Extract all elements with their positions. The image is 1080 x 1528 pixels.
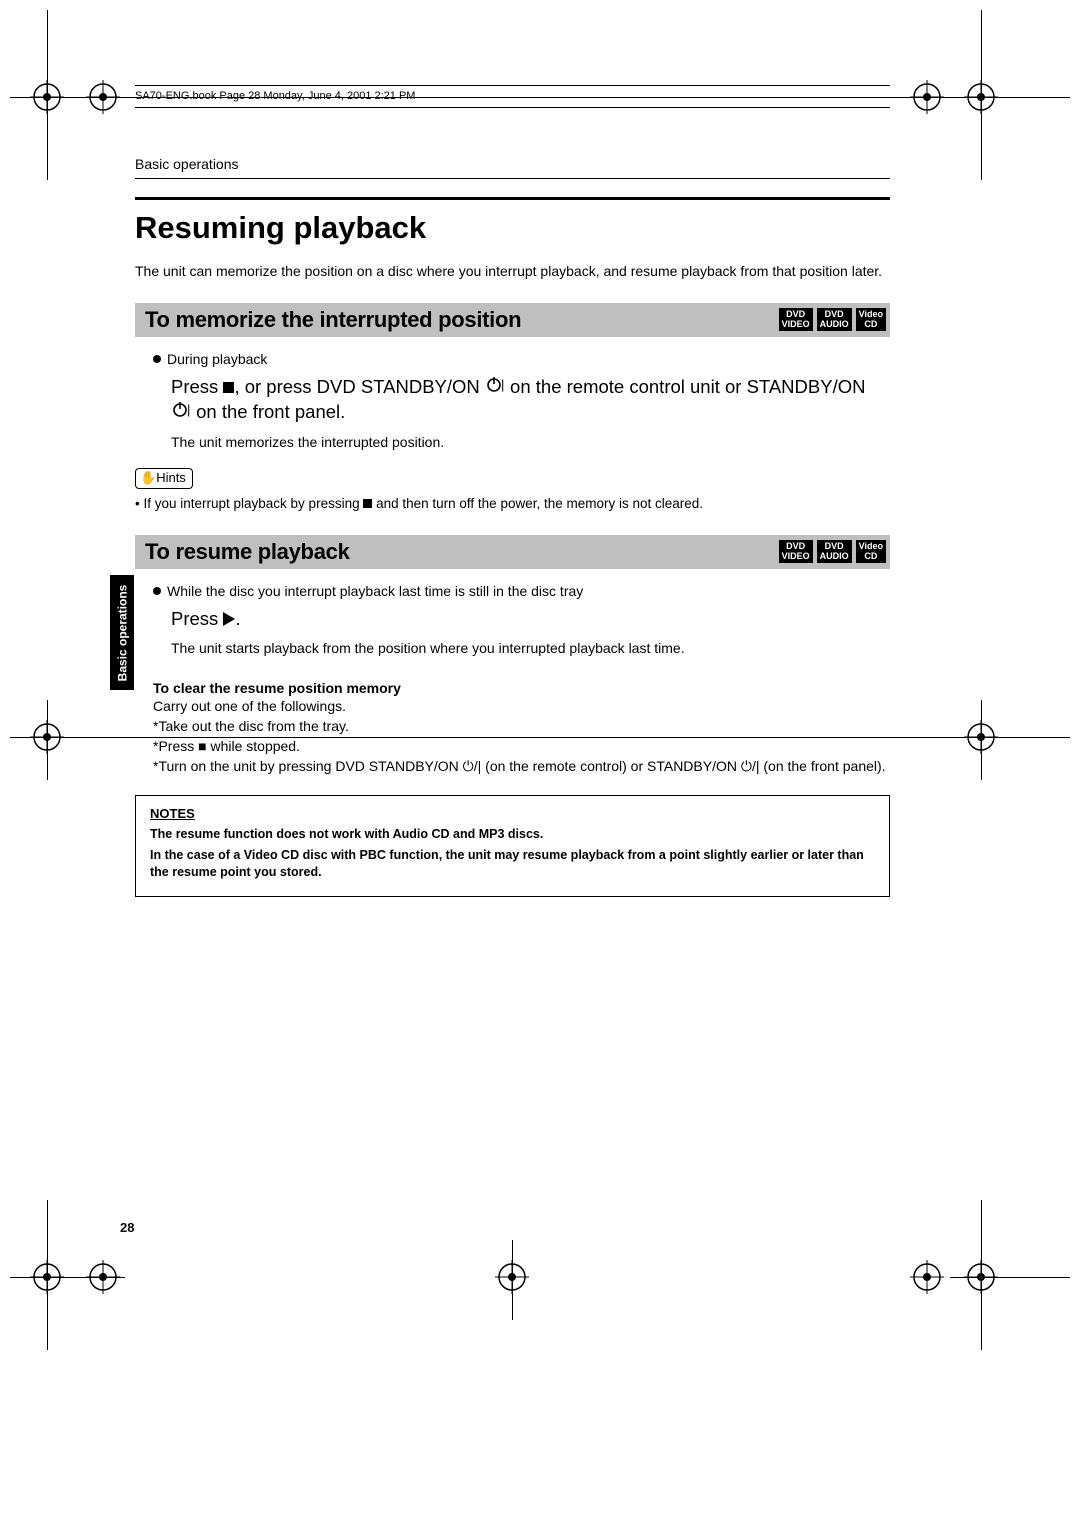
badge-dvd-video: DVDVIDEO: [779, 308, 813, 331]
bullet-icon: [153, 355, 161, 363]
page-content: SA70-ENG.book Page 28 Monday, June 4, 20…: [135, 85, 890, 897]
meta-source-line: SA70-ENG.book Page 28 Monday, June 4, 20…: [135, 85, 890, 108]
play-icon: [223, 612, 235, 626]
instruction-sub: The unit memorizes the interrupted posit…: [171, 434, 890, 450]
section-bar-memorize: To memorize the interrupted position DVD…: [135, 303, 890, 337]
badge-dvd-video: DVDVIDEO: [779, 540, 813, 563]
clear-line: *Turn on the unit by pressing DVD STANDB…: [153, 756, 890, 776]
notes-body: The resume function does not work with A…: [150, 826, 875, 881]
clear-heading: To clear the resume position memory: [153, 680, 890, 696]
registration-icon: [964, 1260, 998, 1294]
clear-line: *Press ■ while stopped.: [153, 736, 890, 756]
registration-icon: [86, 1260, 120, 1294]
badge-video-cd: VideoCD: [856, 308, 886, 331]
page-number: 28: [120, 1220, 134, 1235]
badge-dvd-audio: DVDAUDIO: [817, 540, 852, 563]
instruction-text: Press .: [171, 607, 890, 632]
context-bullet: While the disc you interrupt playback la…: [153, 583, 890, 599]
section-bar-title: To memorize the interrupted position: [145, 307, 521, 333]
standby-icon: |: [486, 374, 504, 399]
clear-line: Carry out one of the followings.: [153, 696, 890, 716]
registration-icon: [86, 80, 120, 114]
registration-icon: [910, 1260, 944, 1294]
side-tab: Basic operations: [110, 575, 134, 690]
section-bar-resume: To resume playback DVDVIDEO DVDAUDIO Vid…: [135, 535, 890, 569]
stop-icon: [223, 382, 234, 393]
notes-line: The resume function does not work with A…: [150, 826, 875, 843]
format-badges: DVDVIDEO DVDAUDIO VideoCD: [779, 540, 886, 563]
section-2-body: While the disc you interrupt playback la…: [153, 583, 890, 656]
page-title: Resuming playback: [135, 210, 890, 246]
registration-icon: [495, 1260, 529, 1294]
registration-icon: [30, 720, 64, 754]
notes-line: In the case of a Video CD disc with PBC …: [150, 847, 875, 881]
notes-title: NOTES: [150, 806, 875, 821]
registration-icon: [964, 80, 998, 114]
bullet-icon: [153, 587, 161, 595]
badge-dvd-audio: DVDAUDIO: [817, 308, 852, 331]
stop-icon: [363, 499, 372, 508]
divider: [135, 197, 890, 200]
standby-icon: |: [172, 399, 190, 424]
hints-label: ✋Hints: [135, 468, 193, 489]
intro-text: The unit can memorize the position on a …: [135, 262, 890, 281]
format-badges: DVDVIDEO DVDAUDIO VideoCD: [779, 308, 886, 331]
hints-text: • If you interrupt playback by pressing …: [135, 495, 890, 513]
instruction-sub: The unit starts playback from the positi…: [171, 640, 890, 656]
context-bullet: During playback: [153, 351, 890, 367]
registration-icon: [910, 80, 944, 114]
registration-icon: [30, 80, 64, 114]
clear-line: *Take out the disc from the tray.: [153, 716, 890, 736]
side-tab-label: Basic operations: [115, 584, 129, 681]
section-bar-title: To resume playback: [145, 539, 350, 565]
notes-box: NOTES The resume function does not work …: [135, 795, 890, 898]
badge-video-cd: VideoCD: [856, 540, 886, 563]
svg-text:|: |: [501, 377, 504, 392]
header-section-label: Basic operations: [135, 156, 890, 179]
instruction-text: Press , or press DVD STANDBY/ON | on the…: [171, 375, 890, 426]
svg-text:|: |: [187, 402, 190, 417]
section-1-body: During playback Press , or press DVD STA…: [153, 351, 890, 450]
registration-icon: [964, 720, 998, 754]
registration-icon: [30, 1260, 64, 1294]
